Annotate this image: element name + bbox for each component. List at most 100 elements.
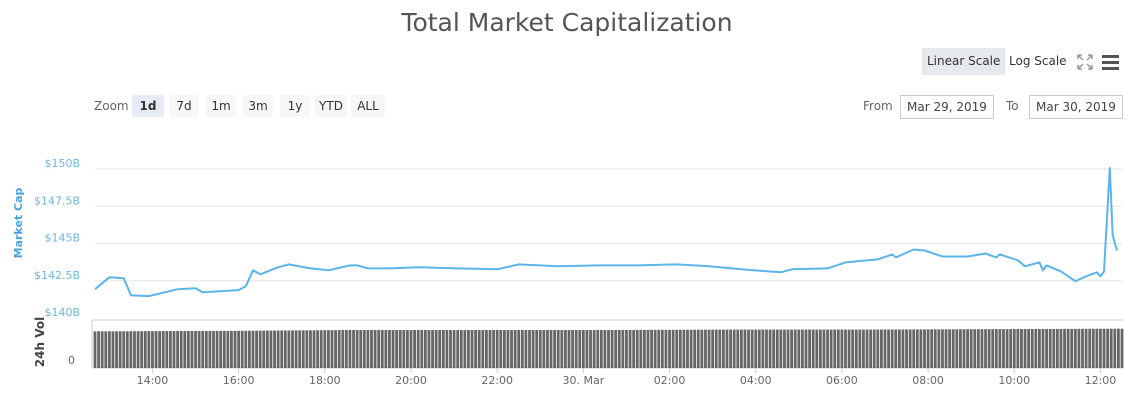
volume-bar [240, 330, 244, 368]
volume-bar [617, 329, 621, 368]
zoom-7d-button[interactable]: 7d [169, 95, 199, 117]
volume-bar [876, 329, 880, 368]
volume-bar [750, 329, 754, 368]
volume-bar [614, 329, 618, 368]
volume-bar [100, 331, 104, 368]
hamburger-menu-icon[interactable] [1101, 52, 1121, 72]
zoom-1m-button[interactable]: 1m [206, 95, 236, 117]
volume-bar [840, 329, 844, 368]
volume-bar [1002, 329, 1005, 368]
linear-scale-button[interactable]: Linear Scale [922, 48, 1006, 75]
zoom-ytd-button[interactable]: YTD [315, 95, 347, 117]
volume-bar [377, 330, 381, 368]
volume-bar [862, 329, 865, 368]
volume-bar [912, 329, 916, 368]
volume-bar [1023, 329, 1027, 368]
volume-bar [1117, 328, 1120, 368]
volume-bar [872, 329, 876, 368]
volume-bar [984, 329, 987, 368]
volume-bar [305, 330, 309, 368]
zoom-1d-button[interactable]: 1d [132, 95, 164, 117]
volume-bar [797, 329, 801, 368]
volume-bar [603, 330, 607, 368]
volume-bar [298, 330, 302, 368]
volume-bar [933, 329, 937, 368]
volume-bar [826, 329, 829, 368]
volume-bar [1106, 328, 1110, 368]
log-scale-button[interactable]: Log Scale [1009, 54, 1067, 68]
volume-bar [201, 330, 205, 368]
volume-bar [757, 329, 761, 368]
volume-bar [510, 330, 513, 368]
volume-bar [829, 329, 833, 368]
x-tick-label: 06:00 [826, 374, 858, 387]
volume-bar [129, 331, 133, 368]
volume-bar [937, 329, 941, 368]
volume-bar [215, 330, 219, 368]
volume-bar [165, 331, 169, 368]
volume-bar [880, 329, 883, 368]
volume-tick-label: 0 [68, 354, 75, 367]
volume-bar [571, 330, 574, 368]
zoom-3m-button[interactable]: 3m [243, 95, 273, 117]
volume-bar [280, 330, 284, 368]
volume-bar [625, 329, 628, 368]
volume-bar [172, 331, 176, 368]
volume-bar [179, 331, 183, 368]
volume-bar [316, 330, 320, 368]
zoom-all-button[interactable]: ALL [351, 95, 385, 117]
volume-bar [865, 329, 869, 368]
volume-bar [222, 330, 226, 368]
volume-bar [125, 331, 129, 368]
volume-bar [973, 329, 977, 368]
volume-bar [244, 330, 248, 368]
volume-bar [678, 329, 682, 368]
volume-bar [391, 330, 395, 368]
volume-bar [176, 331, 179, 368]
volume-bar [388, 330, 391, 368]
volume-bar [373, 330, 377, 368]
volume-bar [355, 330, 359, 368]
volume-bar [416, 330, 420, 368]
volume-bar [976, 329, 980, 368]
fullscreen-icon[interactable] [1075, 52, 1095, 72]
volume-bar [287, 330, 291, 368]
volume-bar [485, 330, 488, 368]
volume-bar [772, 329, 776, 368]
volume-bar [1041, 328, 1045, 368]
volume-bar [502, 330, 506, 368]
volume-bar [477, 330, 481, 368]
volume-bar [905, 329, 908, 368]
volume-bar [635, 329, 639, 368]
x-tick-label: 02:00 [654, 374, 686, 387]
volume-bar [711, 329, 715, 368]
volume-bar [1020, 329, 1023, 368]
volume-bar [718, 329, 722, 368]
volume-bar [689, 329, 693, 368]
volume-bar [276, 330, 280, 368]
volume-bar [969, 329, 973, 368]
to-date-input[interactable]: Mar 30, 2019 [1029, 95, 1123, 119]
volume-bar [1088, 328, 1092, 368]
volume-bar [589, 330, 592, 368]
volume-bar [804, 329, 808, 368]
volume-bar [754, 329, 758, 368]
volume-bar [808, 329, 811, 368]
volume-bar [736, 329, 740, 368]
volume-bar [183, 331, 187, 368]
from-date-input[interactable]: Mar 29, 2019 [900, 95, 994, 119]
volume-bar [97, 331, 100, 368]
volume-bar [1030, 328, 1034, 368]
volume-bar [506, 330, 510, 368]
volume-bar [143, 331, 147, 368]
volume-bar [779, 329, 783, 368]
volume-bar [955, 329, 959, 368]
volume-bar [790, 329, 794, 368]
volume-bar [915, 329, 919, 368]
volume-bar [815, 329, 819, 368]
volume-bar [133, 331, 136, 368]
volume-bar [517, 330, 521, 368]
volume-bar [197, 330, 201, 368]
zoom-1y-button[interactable]: 1y [280, 95, 310, 117]
